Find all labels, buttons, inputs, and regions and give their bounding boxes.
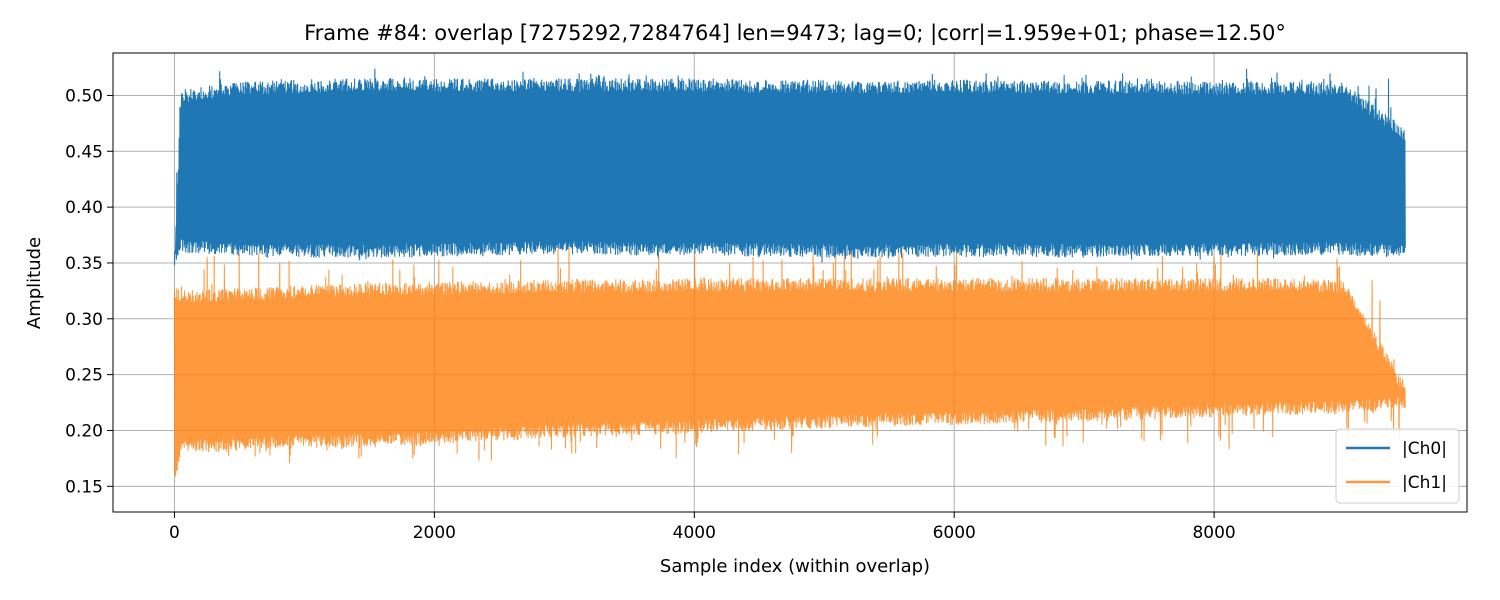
- y-tick-label: 0.20: [65, 421, 103, 441]
- plot-area: [173, 68, 1406, 477]
- x-tick-label: 0: [169, 523, 180, 543]
- x-tick-label: 6000: [933, 523, 976, 543]
- legend: |Ch0| |Ch1|: [1335, 428, 1460, 504]
- y-tick-label: 0.45: [65, 142, 103, 162]
- chart-title: Frame #84: overlap [7275292,7284764] len…: [304, 21, 1286, 46]
- x-axis: 0 2000 4000 6000 8000: [169, 512, 1236, 543]
- y-tick-label: 0.50: [65, 86, 103, 106]
- y-tick-label: 0.25: [65, 366, 103, 386]
- x-tick-label: 4000: [673, 523, 716, 543]
- y-tick-label: 0.35: [65, 254, 103, 274]
- axes-frame: [112, 52, 1468, 513]
- y-tick-label: 0.15: [65, 477, 103, 497]
- x-tick-label: 8000: [1192, 523, 1235, 543]
- x-axis-label: Sample index (within overlap): [660, 556, 930, 577]
- series-line-ch0: [173, 68, 1406, 266]
- legend-label-ch0: |Ch0|: [1402, 439, 1447, 459]
- series-line-ch1: [173, 246, 1406, 477]
- y-tick-label: 0.40: [65, 198, 103, 218]
- y-axis: 0.15 0.20 0.25 0.30 0.35 0.40 0.45 0.50: [65, 86, 113, 497]
- legend-label-ch1: |Ch1|: [1402, 473, 1447, 493]
- y-axis-label: Amplitude: [24, 237, 45, 329]
- x-tick-label: 2000: [413, 523, 456, 543]
- y-tick-label: 0.30: [65, 310, 103, 330]
